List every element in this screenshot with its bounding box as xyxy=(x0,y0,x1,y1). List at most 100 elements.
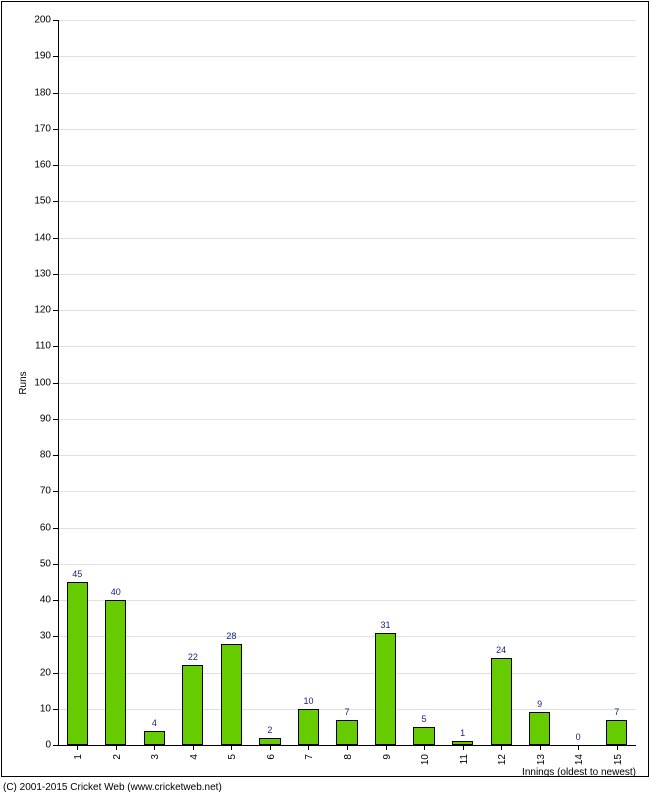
x-tick-mark xyxy=(270,745,271,750)
bar xyxy=(259,738,280,745)
y-tick-label: 70 xyxy=(21,486,51,497)
x-tick-mark xyxy=(617,745,618,750)
grid-line xyxy=(58,56,636,57)
grid-line xyxy=(58,564,636,565)
x-tick-label: 9 xyxy=(382,754,393,760)
bar xyxy=(336,720,357,745)
grid-line xyxy=(58,383,636,384)
x-tick-label: 11 xyxy=(459,754,470,764)
x-tick-label: 6 xyxy=(266,754,277,760)
bar-value-label: 24 xyxy=(496,645,506,655)
y-tick-label: 130 xyxy=(21,268,51,279)
bar-value-label: 22 xyxy=(188,652,198,662)
bar xyxy=(105,600,126,745)
y-tick-label: 120 xyxy=(21,305,51,316)
grid-line xyxy=(58,165,636,166)
x-tick-label: 7 xyxy=(304,754,315,760)
y-tick-label: 140 xyxy=(21,232,51,243)
y-tick-label: 200 xyxy=(21,15,51,26)
x-tick-label: 3 xyxy=(150,754,161,760)
x-tick-label: 12 xyxy=(497,754,508,765)
y-tick-label: 160 xyxy=(21,160,51,171)
bar-value-label: 7 xyxy=(344,707,349,717)
x-tick-mark xyxy=(463,745,464,750)
y-tick-label: 110 xyxy=(21,341,51,352)
bar xyxy=(491,658,512,745)
y-tick-label: 150 xyxy=(21,196,51,207)
bar xyxy=(606,720,627,745)
bar xyxy=(529,712,550,745)
grid-line xyxy=(58,20,636,21)
x-tick-label: 14 xyxy=(574,754,585,765)
grid-line xyxy=(58,346,636,347)
x-tick-label: 13 xyxy=(536,754,547,765)
grid-line xyxy=(58,201,636,202)
x-tick-mark xyxy=(386,745,387,750)
bar-value-label: 9 xyxy=(537,699,542,709)
grid-line xyxy=(58,455,636,456)
y-tick-label: 170 xyxy=(21,123,51,134)
y-tick-label: 50 xyxy=(21,558,51,569)
plot-area xyxy=(58,20,636,745)
grid-line xyxy=(58,636,636,637)
x-tick-mark xyxy=(308,745,309,750)
y-tick-label: 10 xyxy=(21,703,51,714)
bar-value-label: 10 xyxy=(303,696,313,706)
bar-value-label: 40 xyxy=(111,587,121,597)
y-axis-label: Runs xyxy=(18,371,29,394)
x-tick-mark xyxy=(347,745,348,750)
grid-line xyxy=(58,419,636,420)
bar xyxy=(67,582,88,745)
grid-line xyxy=(58,274,636,275)
chart-container: (C) 2001-2015 Cricket Web (www.cricketwe… xyxy=(0,0,650,800)
x-tick-label: 4 xyxy=(189,754,200,760)
y-tick-label: 30 xyxy=(21,631,51,642)
bar-value-label: 2 xyxy=(267,725,272,735)
x-tick-label: 10 xyxy=(420,754,431,765)
x-tick-mark xyxy=(154,745,155,750)
y-tick-label: 190 xyxy=(21,51,51,62)
bar-value-label: 45 xyxy=(72,569,82,579)
grid-line xyxy=(58,491,636,492)
grid-line xyxy=(58,528,636,529)
bar-value-label: 1 xyxy=(460,728,465,738)
x-tick-label: 5 xyxy=(227,754,238,760)
grid-line xyxy=(58,238,636,239)
x-tick-mark xyxy=(231,745,232,750)
x-tick-mark xyxy=(540,745,541,750)
y-tick-label: 180 xyxy=(21,87,51,98)
x-tick-mark xyxy=(193,745,194,750)
x-tick-mark xyxy=(116,745,117,750)
x-axis-label: Innings (oldest to newest) xyxy=(522,767,636,778)
x-tick-mark xyxy=(424,745,425,750)
bar-value-label: 31 xyxy=(381,620,391,630)
grid-line xyxy=(58,93,636,94)
bar-value-label: 5 xyxy=(422,714,427,724)
x-tick-label: 8 xyxy=(343,754,354,760)
bar-value-label: 28 xyxy=(226,631,236,641)
bar xyxy=(182,665,203,745)
bar xyxy=(221,644,242,746)
bar xyxy=(413,727,434,745)
y-tick-label: 90 xyxy=(21,413,51,424)
bar-value-label: 7 xyxy=(614,707,619,717)
grid-line xyxy=(58,310,636,311)
x-tick-label: 15 xyxy=(613,754,624,765)
grid-line xyxy=(58,673,636,674)
y-tick-label: 20 xyxy=(21,667,51,678)
x-tick-mark xyxy=(578,745,579,750)
x-tick-label: 1 xyxy=(73,754,84,760)
x-tick-mark xyxy=(501,745,502,750)
bar-value-label: 0 xyxy=(576,732,581,742)
bar-value-label: 4 xyxy=(152,718,157,728)
bar xyxy=(375,633,396,745)
bar xyxy=(298,709,319,745)
x-tick-label: 2 xyxy=(112,754,123,760)
y-tick-label: 60 xyxy=(21,522,51,533)
bar xyxy=(144,731,165,746)
y-tick-label: 40 xyxy=(21,595,51,606)
copyright-text: (C) 2001-2015 Cricket Web (www.cricketwe… xyxy=(3,782,222,793)
y-tick-label: 0 xyxy=(21,740,51,751)
grid-line xyxy=(58,600,636,601)
grid-line xyxy=(58,129,636,130)
